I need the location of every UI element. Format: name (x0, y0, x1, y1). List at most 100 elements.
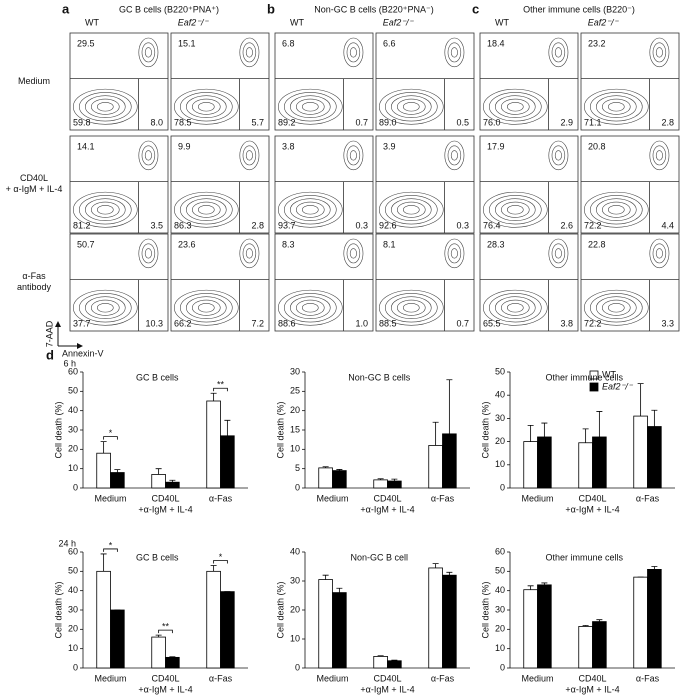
quadrant-value: 78.5 (174, 117, 192, 127)
bar (387, 480, 402, 489)
contour (179, 195, 233, 225)
error-bar (582, 625, 589, 627)
contour (283, 293, 337, 323)
contour (141, 42, 156, 63)
bar (578, 626, 593, 669)
chart-title: Non-GC B cell (350, 552, 408, 562)
contour (179, 92, 233, 122)
contour (595, 95, 637, 119)
y-tick-label: 30 (495, 604, 505, 614)
column-label: Eaf2⁻/⁻ (383, 17, 415, 27)
contour (494, 198, 536, 222)
x-tick-label: α-Fas (431, 493, 455, 503)
plot-frame (69, 233, 169, 332)
bar (318, 579, 333, 669)
x-tick-label: Medium (94, 493, 126, 503)
error-bar (651, 566, 658, 570)
contour (652, 42, 667, 63)
panel-label: d (46, 347, 54, 362)
y-tick-label: 40 (495, 390, 505, 400)
contour (346, 42, 361, 63)
bar (110, 609, 125, 669)
quadrant-value: 3.8 (282, 141, 295, 151)
quadrant-value: 71.1 (584, 117, 602, 127)
bar (442, 433, 457, 489)
bar (96, 452, 111, 489)
contour (583, 289, 649, 326)
quadrant-value: 28.3 (487, 239, 505, 249)
contour (396, 98, 426, 115)
quadrant-value: 18.4 (487, 38, 505, 48)
contour (72, 88, 138, 125)
contour (343, 140, 364, 171)
contour (242, 145, 257, 166)
significance-label: * (109, 428, 113, 438)
quadrant-value: 8.1 (383, 239, 396, 249)
contour (402, 102, 420, 112)
quadrant-value: 6.8 (282, 38, 295, 48)
contour (179, 293, 233, 323)
contour (144, 248, 152, 259)
group-title: GC B cells (B220⁺PNA⁺) (119, 4, 219, 14)
plot-frame (375, 32, 475, 131)
bar (592, 436, 607, 489)
contour (84, 198, 126, 222)
error-bar (322, 466, 329, 468)
plot-frame (69, 32, 169, 131)
significance-bracket (213, 387, 228, 392)
error-bar (155, 634, 162, 638)
x-tick-label: Medium (521, 493, 553, 503)
contour (185, 296, 227, 320)
x-tick-label: α-Fas (636, 673, 660, 683)
column-label: Eaf2⁻/⁻ (178, 17, 210, 27)
contour (378, 88, 444, 125)
contour (239, 37, 260, 68)
quadrant-value: 3.8 (560, 318, 573, 328)
plot-frame (580, 32, 680, 131)
y-tick-label: 20 (495, 436, 505, 446)
quadrant-value: 22.8 (588, 239, 606, 249)
error-bar (541, 582, 548, 585)
significance-label: * (109, 540, 113, 550)
error-bar (582, 428, 589, 443)
contour (551, 42, 566, 63)
contour (346, 243, 361, 264)
quadrant-value: 0.5 (456, 117, 469, 127)
error-bar (100, 441, 107, 454)
error-bar (377, 655, 384, 657)
y-tick-label: 50 (68, 566, 78, 576)
legend-swatch (589, 370, 599, 380)
x-tick-label: α-Fas (209, 673, 233, 683)
y-axis-label: Cell death (%) (480, 581, 490, 638)
bar (647, 569, 662, 669)
x-tick-label: CD40L +α-IgM + IL-4 (565, 494, 619, 515)
contour (402, 205, 420, 215)
contour (349, 150, 357, 161)
error-bar (527, 585, 534, 590)
error-bar (446, 571, 453, 576)
quadrant-value: 72.2 (584, 318, 602, 328)
plot-frame (375, 135, 475, 234)
contour (173, 191, 239, 228)
y-tick-label: 0 (295, 482, 300, 492)
significance-bracket (213, 560, 228, 564)
chart-title: Other immune cells (545, 372, 623, 382)
contour (548, 140, 569, 171)
contour (607, 205, 625, 215)
contour (482, 88, 548, 125)
contour (554, 47, 562, 58)
contour (601, 201, 631, 218)
quadrant-value: 17.9 (487, 141, 505, 151)
panel-label: b (267, 1, 275, 16)
quadrant-value: 8.3 (282, 239, 295, 249)
contour (185, 198, 227, 222)
contour (482, 289, 548, 326)
plot-frame (580, 233, 680, 332)
quadrant-value: 3.9 (383, 141, 396, 151)
y-axis-label: Cell death (%) (480, 401, 490, 458)
contour (444, 238, 465, 269)
error-bar (377, 478, 384, 480)
contour (245, 47, 253, 58)
contour (551, 243, 566, 264)
